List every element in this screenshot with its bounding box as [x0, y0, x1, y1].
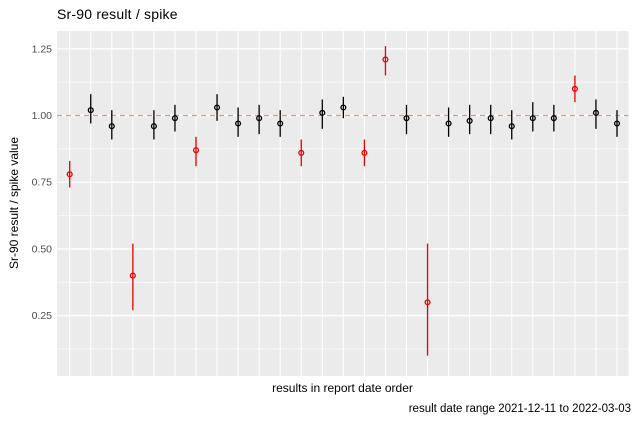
data-point [361, 149, 368, 156]
y-tick-label: 1.00 [32, 110, 53, 122]
data-point [256, 115, 263, 122]
data-point [87, 107, 94, 114]
data-point [277, 120, 284, 127]
data-point [550, 115, 557, 122]
data-point [592, 109, 599, 116]
data-point [235, 120, 242, 127]
data-point [298, 149, 305, 156]
y-axis-label: Sr-90 result / spike value [7, 136, 21, 270]
data-point [529, 115, 536, 122]
data-point [403, 115, 410, 122]
data-point [508, 123, 515, 130]
data-point [129, 272, 136, 279]
y-tick-label: 0.25 [32, 310, 53, 322]
data-point [571, 85, 578, 92]
data-point [66, 171, 73, 178]
data-point [214, 104, 221, 111]
y-tick-label: 0.50 [32, 243, 53, 255]
data-point [487, 115, 494, 122]
data-point [192, 147, 200, 154]
y-tick-label: 0.75 [32, 177, 53, 189]
data-point [108, 123, 115, 130]
chart-caption: result date range 2021-12-11 to 2022-03-… [408, 403, 631, 415]
data-point [340, 104, 347, 111]
panel-background [57, 31, 629, 376]
data-point [382, 56, 389, 63]
data-point [150, 123, 157, 130]
data-point [319, 109, 326, 116]
data-point [613, 120, 621, 127]
x-axis-label: results in report date order [272, 381, 413, 395]
data-point [445, 120, 452, 127]
data-point [171, 115, 179, 122]
data-point [466, 117, 473, 124]
data-point [424, 299, 431, 306]
chart-title: Sr-90 result / spike [57, 6, 178, 22]
y-tick-label: 1.25 [32, 43, 53, 55]
